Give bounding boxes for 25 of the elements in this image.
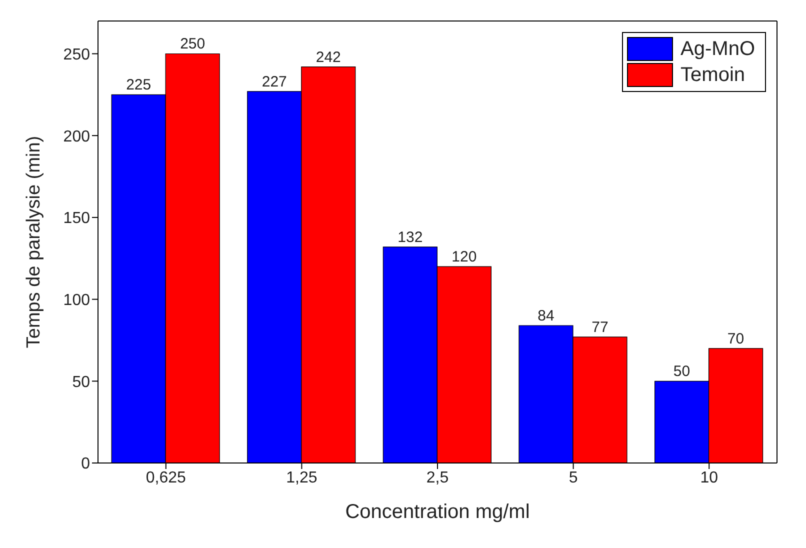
legend-label: Temoin [680, 63, 746, 88]
legend-label: Ag-MnO [680, 37, 755, 62]
x-tick-label: 1,25 [286, 469, 318, 486]
y-tick-label: 150 [63, 210, 90, 228]
data-label: 227 [262, 73, 287, 90]
x-tick-label: 5 [568, 469, 578, 486]
y-tick-label: 250 [63, 46, 90, 64]
data-label: 120 [452, 248, 477, 266]
y-tick-label: 50 [72, 374, 90, 391]
data-label: 50 [673, 363, 690, 380]
data-label: 77 [592, 318, 608, 336]
data-label: 132 [398, 228, 423, 246]
y-axis-title: Temps de paralysie (min) [24, 136, 45, 348]
data-label: 225 [126, 76, 152, 94]
y-tick-label: 0 [81, 456, 90, 473]
y-tick-label: 200 [63, 128, 90, 146]
data-label: 70 [727, 330, 744, 348]
x-axis-title: Concentration mg/ml [345, 501, 530, 523]
y-tick-label: 100 [63, 292, 90, 309]
x-tick-label: 10 [700, 469, 718, 486]
data-label: 250 [180, 36, 206, 53]
x-tick-label: 0,625 [146, 469, 186, 486]
data-label: 84 [538, 307, 554, 324]
data-label: 242 [316, 48, 341, 66]
x-tick-label: 2,5 [426, 469, 449, 486]
